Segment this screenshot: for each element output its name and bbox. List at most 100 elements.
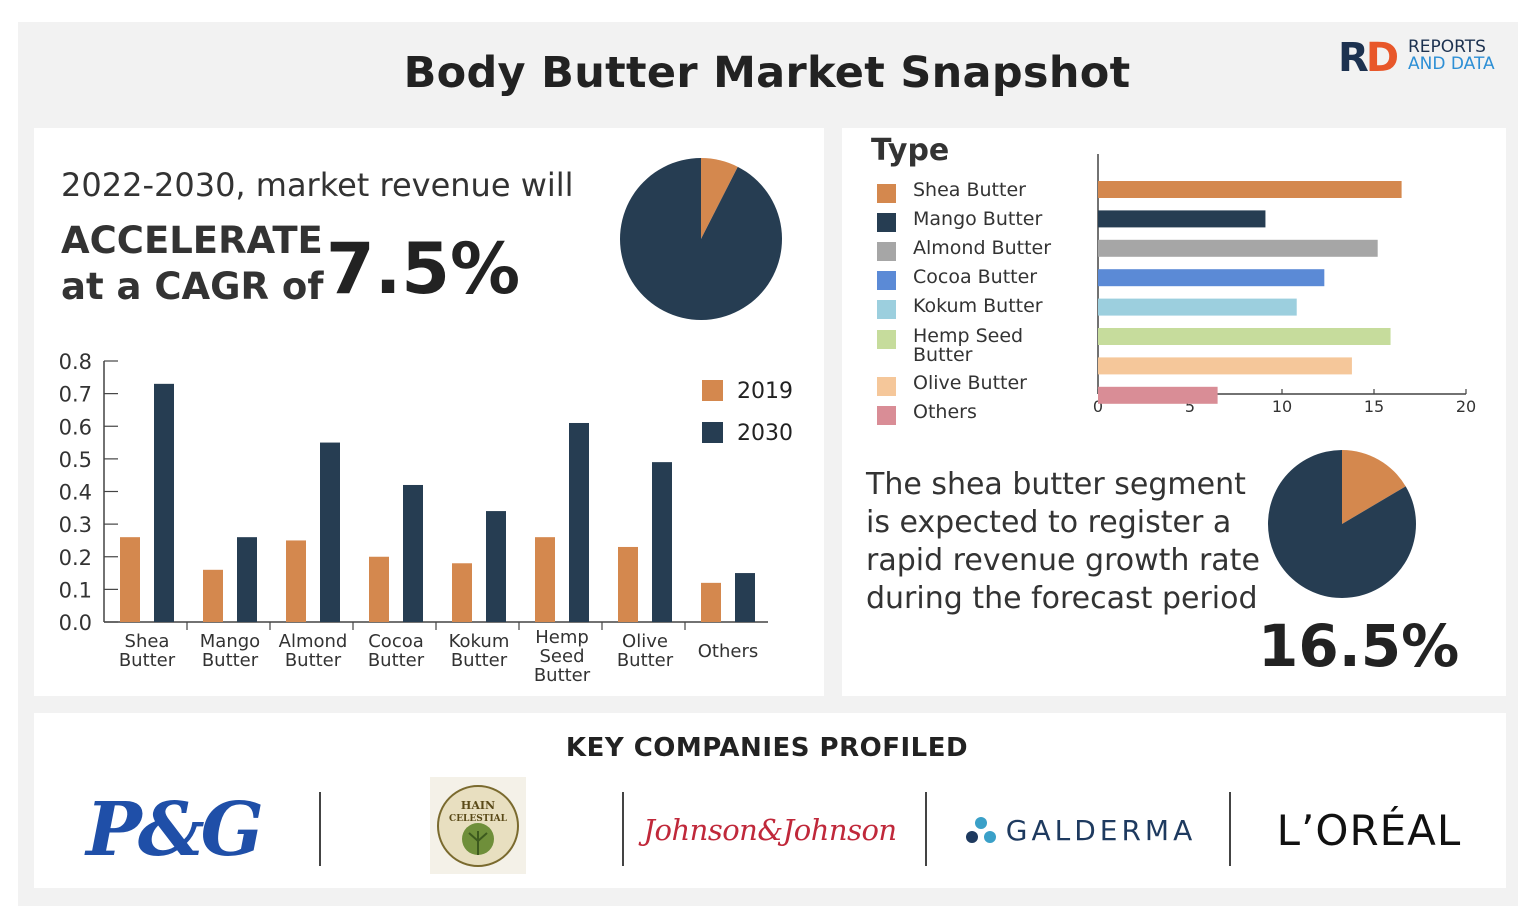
shea-pie-slice-0 [1342, 450, 1406, 524]
galderma-dots-icon [965, 817, 996, 843]
bar-2030-shea-butter [154, 383, 174, 622]
shea-description: The shea butter segment is expected to r… [866, 467, 1260, 616]
y-tick-label: 0.7 [59, 383, 92, 407]
hain-celestial-logo[interactable]: HAIN CELESTIAL [430, 777, 526, 874]
legend-label: Others [913, 401, 977, 423]
legend-label: Hemp Seed Butter [913, 325, 1024, 366]
legend-swatch [877, 330, 896, 349]
johnson-and-johnson-logo[interactable]: Johnson&Johnson [640, 790, 900, 870]
bar-2019-almond-butter [286, 540, 306, 622]
y-tick-label: 0.5 [59, 448, 92, 472]
hbar-mango-butter [1098, 210, 1266, 228]
x-tick-label: Butter [368, 650, 425, 671]
bar-2030-olive-butter [652, 462, 672, 622]
legend-label: Kokum Butter [913, 295, 1043, 317]
headline-accelerate: ACCELERATE at a CAGR of [61, 218, 323, 310]
x-tick-label: Butter [119, 650, 176, 671]
divider [1229, 792, 1231, 866]
x-tick-label: Mango [200, 631, 260, 652]
hbar-cocoa-butter [1098, 269, 1325, 287]
y-tick-label: 0.2 [59, 546, 92, 570]
x-tick-label: Butter [285, 650, 342, 671]
legend-swatch-2019 [702, 380, 723, 401]
loreal-logo[interactable]: L’ORÉAL [1252, 790, 1486, 870]
hbar-others [1098, 386, 1218, 404]
pg-logo-text: P&G [86, 787, 264, 873]
bar-2019-olive-butter [618, 546, 638, 622]
x-tick-label: Seed [540, 646, 585, 667]
bar-2030-cocoa-butter [403, 484, 423, 622]
y-tick-label: 0.6 [59, 415, 92, 439]
divider [622, 792, 624, 866]
hbar-kokum-butter [1098, 298, 1297, 316]
cagr-pie-chart [620, 158, 782, 320]
y-tick-label: 0.0 [59, 611, 92, 635]
divider [319, 792, 321, 866]
logo-mark: RD [1338, 35, 1399, 81]
headline-line-1: 2022-2030, market revenue will [61, 166, 574, 204]
x-tick-label: Olive [622, 631, 668, 652]
x-tick-label: Almond [279, 631, 348, 652]
shea-pie-chart [1268, 450, 1416, 598]
y-tick-label: 0.4 [59, 481, 92, 505]
shea-pie-slice-1 [1268, 450, 1416, 598]
x-tick-label: Butter [202, 650, 259, 671]
revenue-bar-chart: 0.00.10.20.30.40.50.60.70.8SheaButterMan… [59, 350, 793, 686]
bar-2019-others [701, 582, 721, 622]
hain-text-1: HAIN [461, 799, 495, 812]
logo-line-2: AND DATA [1408, 54, 1495, 74]
x-tick-label: 5 [1185, 397, 1195, 416]
hbar-olive-butter [1098, 357, 1352, 375]
bar-2030-others [735, 573, 755, 622]
legend-label-2019: 2019 [737, 379, 793, 404]
logo-text: REPORTS AND DATA [1408, 39, 1495, 73]
legend-label: Shea Butter [913, 179, 1026, 201]
bar-2019-shea-butter [120, 537, 140, 622]
x-tick-label: Butter [534, 665, 591, 686]
x-tick-label: Hemp [535, 627, 589, 648]
bar-2019-cocoa-butter [369, 556, 389, 622]
type-horizontal-bar-chart: 0 5 10 15 20 [1093, 154, 1476, 416]
bar-2019-mango-butter [203, 569, 223, 622]
x-tick-label: Others [698, 641, 759, 662]
loreal-logo-text: L’ORÉAL [1276, 805, 1462, 855]
galderma-logo-text: GALDERMA [1005, 813, 1197, 847]
galderma-logo[interactable]: GALDERMA [950, 790, 1210, 870]
shea-percentage: 16.5% [1258, 612, 1460, 680]
legend-swatch [877, 271, 896, 290]
bar-2030-almond-butter [320, 442, 340, 622]
legend-swatch [877, 406, 896, 425]
headline-line-3: at a CAGR of [61, 265, 324, 308]
legend-swatch [877, 242, 896, 261]
jnj-logo-text: Johnson&Johnson [643, 813, 897, 847]
logo-line-1: REPORTS [1408, 37, 1486, 57]
cagr-value: 7.5% [326, 228, 521, 310]
companies-panel [34, 713, 1506, 888]
legend-swatch [877, 213, 896, 232]
headline-line-2: ACCELERATE [61, 219, 323, 262]
bar-2019-kokum-butter [452, 563, 472, 622]
x-tick-label: 15 [1364, 397, 1384, 416]
x-tick-label: 20 [1456, 397, 1476, 416]
legend-swatch [877, 300, 896, 319]
companies-title: KEY COMPANIES PROFILED [565, 733, 969, 763]
hain-celestial-emblem-icon: HAIN CELESTIAL [437, 784, 519, 867]
bar-2030-hemp-seed-butter [569, 422, 589, 622]
legend-swatch [877, 184, 896, 203]
legend-label: Cocoa Butter [913, 266, 1038, 288]
x-tick-label: Kokum [449, 631, 510, 652]
legend-label-2030: 2030 [737, 421, 793, 446]
cagr-pie-slice-0 [701, 158, 738, 239]
legend-label: Mango Butter [913, 208, 1043, 230]
pg-logo[interactable]: P&G [78, 787, 268, 873]
hbar-almond-butter [1098, 239, 1378, 257]
bar-2030-kokum-butter [486, 511, 506, 622]
y-tick-label: 0.8 [59, 350, 92, 374]
x-tick-label: Shea [125, 631, 170, 652]
x-tick-label: 10 [1272, 397, 1292, 416]
divider [925, 792, 927, 866]
x-tick-label: Butter [451, 650, 508, 671]
y-tick-label: 0.3 [59, 513, 92, 537]
hbar-hemp-seed-butter [1098, 328, 1391, 345]
legend-label: Olive Butter [913, 372, 1027, 394]
